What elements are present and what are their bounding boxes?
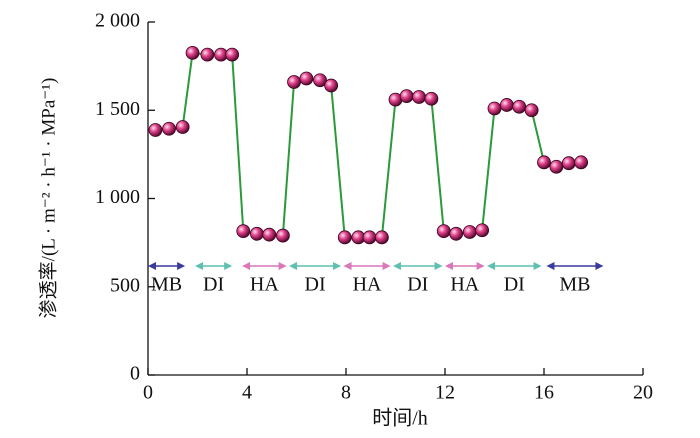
- y-tick-label: 0: [130, 363, 140, 385]
- segment-label: HA: [353, 274, 382, 296]
- data-point: [337, 230, 352, 245]
- data-point: [299, 71, 314, 86]
- data-point: [162, 121, 176, 136]
- segment-arrow: [289, 262, 342, 270]
- data-point: [262, 227, 277, 242]
- segment-label: MB: [151, 274, 182, 296]
- x-tick-label: 4: [242, 382, 252, 404]
- segment-arrow: [148, 262, 186, 270]
- data-point: [313, 73, 327, 88]
- data-point: [549, 159, 564, 174]
- data-point: [148, 123, 163, 137]
- data-point: [424, 91, 439, 106]
- data-point: [512, 99, 527, 114]
- y-axis-label: 渗透率/(L · m⁻² · h⁻¹ · MPa⁻¹): [37, 78, 59, 319]
- data-line: [155, 51, 582, 239]
- data-point: [225, 47, 240, 62]
- data-point: [324, 78, 339, 93]
- x-axis-label: 时间/h: [372, 407, 428, 430]
- segment-arrow: [546, 262, 604, 270]
- segment-label: DI: [504, 274, 525, 296]
- x-tick-label: 0: [143, 382, 153, 404]
- x-tick-label: 12: [435, 382, 455, 404]
- data-point: [287, 75, 301, 89]
- segment-label: DI: [203, 274, 224, 296]
- segment-arrow: [487, 262, 542, 270]
- data-point: [412, 90, 426, 104]
- data-point: [449, 226, 464, 241]
- data-point: [475, 223, 490, 238]
- data-point: [436, 224, 451, 239]
- data-point: [499, 98, 514, 112]
- data-point: [462, 225, 477, 239]
- data-point: [537, 155, 551, 170]
- y-tick-label: 2 000: [95, 10, 140, 32]
- data-point: [574, 155, 589, 170]
- segment-label: MB: [559, 274, 590, 296]
- y-tick-label: 1 500: [95, 98, 140, 120]
- x-tick-label: 20: [633, 382, 653, 404]
- segment-arrow: [195, 262, 233, 270]
- x-tick-label: 16: [534, 382, 554, 404]
- segment-label: HA: [250, 274, 279, 296]
- data-point: [399, 89, 414, 104]
- data-point: [236, 224, 251, 239]
- data-point: [487, 101, 502, 116]
- segment-arrow: [393, 262, 443, 270]
- x-tick-label: 8: [341, 382, 351, 404]
- segment-label: DI: [305, 274, 326, 296]
- data-point: [374, 230, 389, 245]
- segment-label: HA: [450, 274, 479, 296]
- y-tick-label: 500: [110, 274, 140, 296]
- data-point: [185, 45, 200, 60]
- data-point: [249, 226, 264, 241]
- data-point: [200, 47, 215, 62]
- segment-arrow: [445, 262, 485, 270]
- data-point: [175, 120, 190, 134]
- y-tick-label: 1 000: [95, 186, 140, 208]
- data-point: [275, 228, 290, 243]
- data-point: [561, 156, 576, 171]
- segment-label: DI: [407, 274, 428, 296]
- data-point: [362, 230, 377, 245]
- segment-arrow: [242, 262, 287, 270]
- segment-arrow: [343, 262, 391, 270]
- data-point: [524, 103, 539, 118]
